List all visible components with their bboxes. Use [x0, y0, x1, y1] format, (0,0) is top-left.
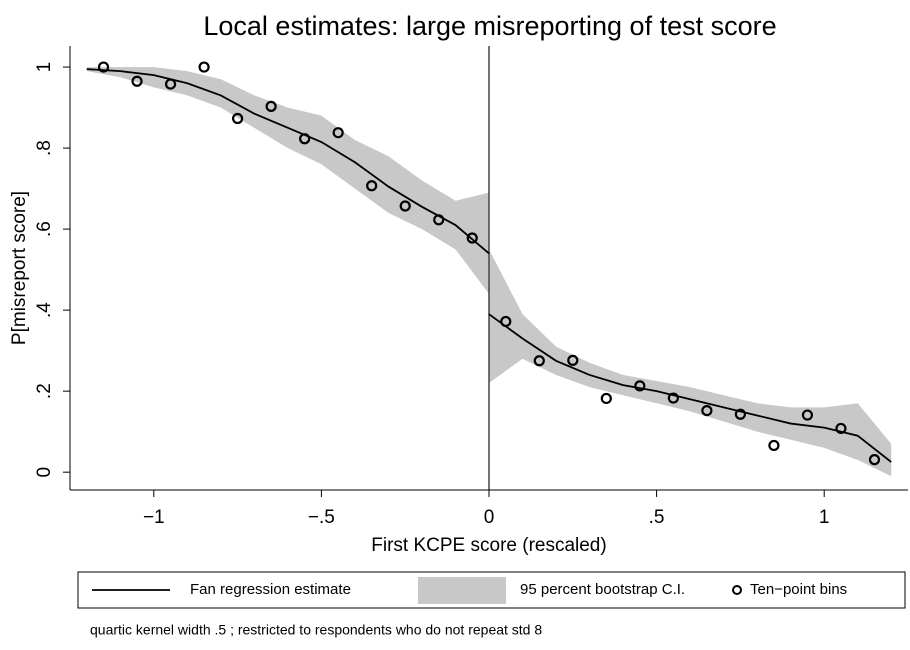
legend-label: Ten−point bins — [750, 581, 847, 598]
legend-marker — [732, 585, 742, 595]
bin-point — [399, 200, 411, 212]
note: quartic kernel width .5 ; restricted to … — [90, 622, 542, 638]
x-axis-label: First KCPE score (rescaled) — [371, 535, 606, 556]
bin-point — [533, 355, 545, 367]
bin-point — [500, 315, 512, 328]
y-tick-label: .8 — [34, 140, 55, 156]
confidence-band — [86, 67, 489, 294]
bin-point — [868, 454, 881, 466]
bin-point — [299, 133, 311, 145]
bin-point — [667, 392, 679, 404]
y-tick-label: .4 — [34, 302, 55, 318]
legend-box — [77, 571, 906, 609]
bin-point — [835, 422, 847, 435]
bin-point — [701, 404, 713, 417]
bin-point — [332, 127, 344, 139]
bin-point — [164, 78, 177, 90]
bin-point — [265, 100, 277, 112]
y-tick-label: 1 — [34, 62, 55, 73]
confidence-band — [489, 249, 892, 477]
x-tick-label: .5 — [649, 507, 665, 528]
fit-line — [488, 313, 892, 463]
bin-point — [634, 380, 646, 392]
bin-point — [366, 180, 378, 192]
bin-point — [466, 232, 478, 244]
y-tick-label: .6 — [34, 221, 55, 237]
bin-point — [232, 112, 244, 125]
x-tick-label: 0 — [484, 507, 495, 528]
legend-swatch — [418, 577, 506, 604]
bin-point — [801, 409, 814, 421]
y-tick-label: .2 — [34, 383, 55, 399]
x-tick-label: −1 — [143, 507, 165, 528]
y-tick-label: 0 — [34, 467, 55, 478]
fit-line — [86, 68, 490, 255]
legend-label: Fan regression estimate — [190, 581, 351, 598]
bin-point — [131, 75, 143, 87]
chart-title: Local estimates: large misreporting of t… — [203, 11, 776, 41]
legend-label: 95 percent bootstrap C.I. — [520, 581, 685, 598]
bin-point — [433, 214, 445, 226]
bin-point — [567, 354, 579, 366]
x-tick-label: 1 — [819, 507, 830, 528]
bin-point — [97, 61, 110, 73]
bin-point — [734, 408, 747, 420]
x-tick-label: −.5 — [308, 507, 335, 528]
bin-point — [600, 392, 612, 405]
y-axis-label: P[misreport score] — [9, 191, 30, 345]
bin-point — [198, 61, 210, 73]
bin-point — [768, 439, 780, 452]
